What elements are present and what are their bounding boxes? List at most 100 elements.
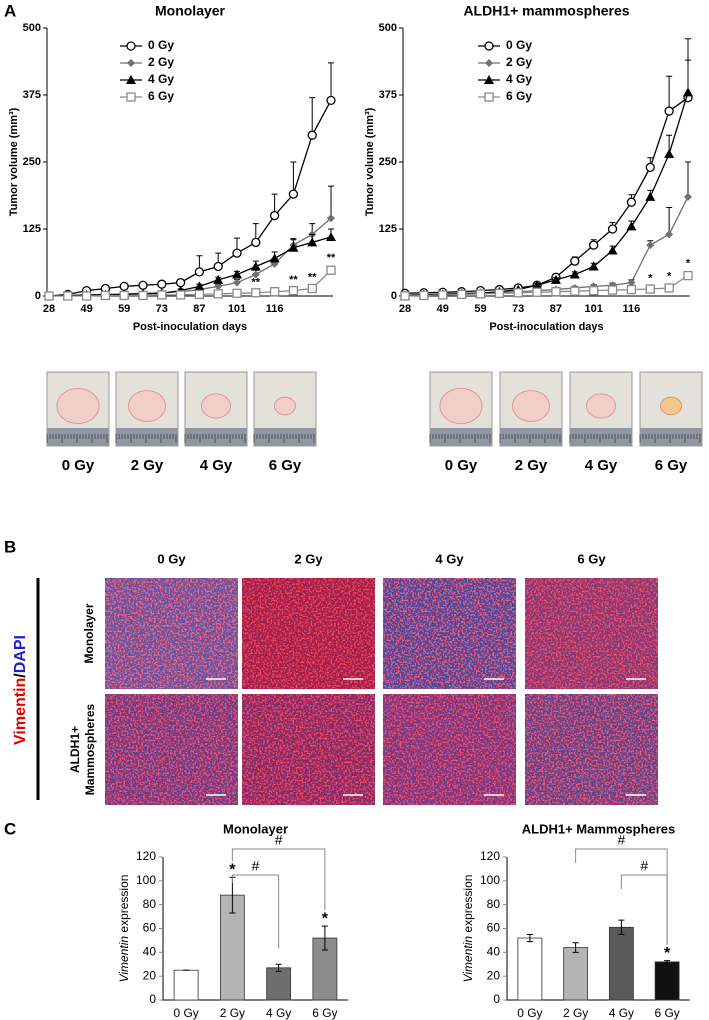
x-tick-label: 28 [399, 303, 411, 315]
micrograph [242, 694, 375, 805]
point [494, 288, 504, 298]
point [532, 280, 543, 290]
micrograph [383, 578, 516, 689]
x-tick-label: 49 [80, 303, 92, 315]
bar [266, 967, 292, 1001]
y-axis-label: Vimentin expression [117, 875, 131, 983]
y-tick-label: 120 [480, 849, 500, 863]
legend-symbol [127, 59, 135, 67]
y-tick-label: 40 [487, 945, 501, 959]
ruler [430, 428, 492, 446]
micrograph [105, 694, 238, 805]
y-tick-label: 0 [493, 992, 500, 1006]
tumor [512, 390, 550, 422]
x-tick-label: 101 [584, 303, 602, 315]
point [438, 290, 448, 300]
bar [563, 947, 589, 1001]
error-bar [685, 161, 691, 197]
row-label: ALDH1+ [68, 726, 82, 773]
point [400, 291, 410, 301]
column-label: 6 Gy [577, 551, 606, 566]
point [551, 287, 561, 297]
counterstain-name: DAPI [12, 635, 29, 673]
point [288, 285, 299, 296]
x-tick-label: 0 Gy [173, 1006, 198, 1020]
series-line [48, 100, 332, 297]
legend-symbol [484, 41, 494, 51]
x-tick-label: 4 Gy [266, 1006, 291, 1020]
significance: * [229, 861, 236, 878]
bar [173, 969, 199, 1001]
point [627, 278, 636, 287]
ruler [500, 428, 562, 446]
point [269, 210, 280, 221]
point [589, 285, 599, 296]
legend-symbol [126, 41, 136, 51]
error-bar [321, 925, 328, 951]
point [645, 191, 656, 201]
point [175, 277, 186, 288]
column-label: 4 Gy [435, 551, 464, 566]
photo-label: 4 Gy [585, 457, 618, 474]
y-tick-label: 60 [487, 921, 501, 935]
legend-symbol [484, 92, 494, 102]
point [81, 291, 92, 301]
point [684, 192, 692, 201]
legend-label: 6 Gy [506, 89, 532, 103]
point [194, 281, 205, 291]
photo-label: 0 Gy [445, 457, 478, 474]
significance: ** [327, 252, 336, 264]
y-tick-label: 20 [487, 968, 501, 982]
x-tick-label: 49 [437, 303, 449, 315]
y-axis-gene: Vimentin [117, 936, 131, 983]
point [665, 230, 674, 239]
point [588, 261, 599, 271]
y-tick-label: 500 [379, 22, 397, 34]
x-tick-label: 6 Gy [654, 1006, 679, 1020]
row-label: Mammospheres [83, 703, 97, 795]
y-tick-label: 0 [35, 290, 41, 302]
legend-label: 2 Gy [506, 55, 532, 69]
ruler [47, 428, 109, 446]
point [232, 248, 242, 258]
ruler [640, 428, 702, 446]
point [251, 270, 260, 279]
legend-symbol [126, 92, 136, 102]
significance: * [667, 271, 672, 283]
stain-label: Vimentin/DAPI [12, 635, 29, 745]
y-axis-label-text: expression [461, 875, 475, 933]
y-tick-label: 80 [487, 897, 501, 911]
point [307, 237, 318, 247]
error-bar [290, 161, 297, 195]
point [327, 214, 335, 223]
x-tick-label: 6 Gy [312, 1006, 337, 1020]
point [607, 285, 618, 295]
ruler [570, 428, 632, 446]
bar [654, 961, 680, 1001]
bracket [231, 874, 280, 949]
point [213, 274, 224, 284]
y-tick-label: 40 [143, 945, 157, 959]
point [664, 106, 674, 116]
point [664, 148, 675, 158]
y-tick-label: 125 [379, 223, 397, 235]
point [307, 283, 317, 294]
point [664, 283, 674, 293]
x-tick-label: 87 [550, 303, 562, 315]
x-tick-label: 28 [43, 303, 55, 315]
y-axis-label: Vimentin expression [461, 875, 475, 983]
point [570, 256, 580, 266]
legend-label: 2 Gy [148, 55, 174, 69]
x-tick-label: 101 [228, 303, 246, 315]
x-tick-label: 0 Gy [517, 1006, 542, 1020]
micrograph [242, 578, 375, 689]
point [645, 162, 655, 173]
significance: * [664, 945, 671, 962]
y-axis-label: Tumor volume (mm³) [8, 107, 20, 216]
series-line [404, 97, 689, 294]
micrograph [383, 694, 516, 805]
series-line [404, 196, 689, 296]
y-tick-label: 0 [149, 992, 156, 1006]
point [326, 95, 336, 106]
